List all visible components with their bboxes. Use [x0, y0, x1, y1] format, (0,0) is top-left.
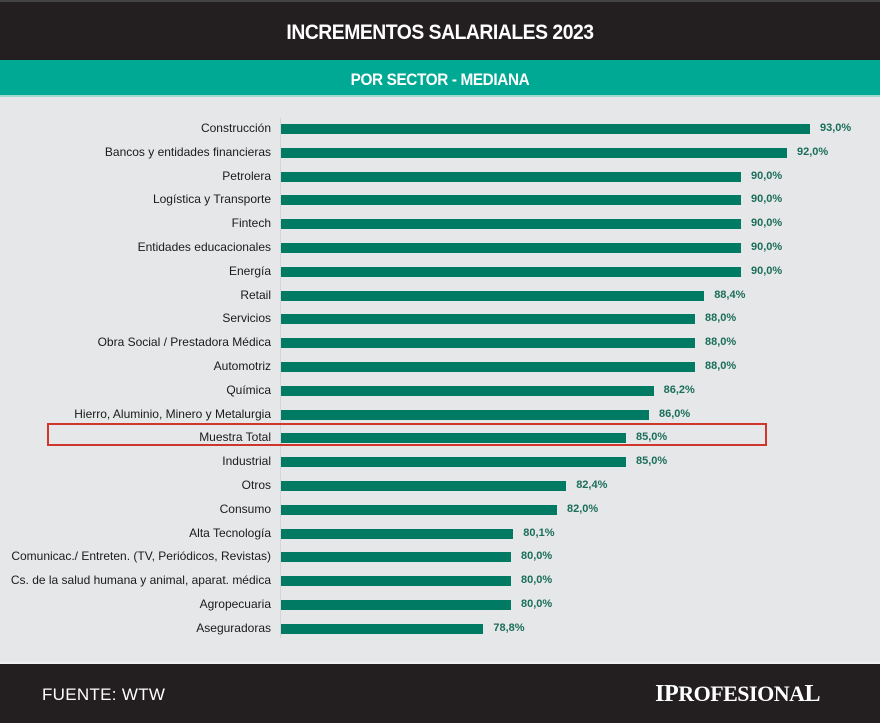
bar [281, 362, 695, 372]
bar-row: Energía 90,0% [0, 260, 880, 284]
bar-row: Química 86,2% [0, 379, 880, 403]
bar [281, 457, 626, 468]
value-label: 82,4% [576, 479, 608, 491]
value-label: 93,0% [820, 122, 852, 134]
bar [281, 195, 741, 206]
category-label: Automotriz [213, 359, 271, 373]
bar-row: Petrolera 90,0% [0, 165, 880, 189]
bar [281, 504, 557, 515]
bar [281, 481, 567, 491]
category-label: Muestra Total [199, 430, 271, 445]
category-label: Comunicac./ Entreten. (TV, Periódicos, R… [11, 549, 271, 564]
value-label: 82,0% [567, 502, 599, 515]
chart-footer: FUENTE: WTW IPROFESIONAL [0, 662, 880, 723]
bar-row: Servicios 88,0% [0, 307, 880, 331]
category-label: Industrial [222, 454, 271, 469]
category-label: Hierro, Aluminio, Minero y Metalurgia [74, 406, 271, 421]
category-label: Otros [241, 478, 271, 492]
bar-row: Agropecuaria 80,0% [0, 593, 880, 617]
bar [281, 552, 511, 563]
category-label: Química [226, 382, 271, 397]
bar [281, 576, 511, 587]
value-label: 80,0% [521, 550, 553, 563]
bar [281, 385, 654, 396]
value-label: 85,0% [636, 431, 668, 444]
bar [281, 266, 741, 277]
value-label: 90,0% [751, 264, 783, 277]
source-label: FUENTE: WTW [42, 685, 166, 704]
value-label: 86,0% [659, 407, 691, 420]
bar [281, 219, 741, 230]
bar-row: Industrial 85,0% [0, 450, 880, 474]
category-label: Bancos y entidades financieras [104, 144, 271, 159]
category-label: Fintech [231, 216, 271, 231]
bar-row: Logística y Transporte 90,0% [0, 188, 880, 212]
bar-row: Entidades educacionales 90,0% [0, 236, 880, 260]
bar-row: Cs. de la salud humana y animal, aparat.… [0, 569, 880, 593]
category-label: Logística y Transporte [152, 192, 271, 207]
bar-row: Obra Social / Prestadora Médica 88,0% [0, 331, 880, 355]
category-label: Petrolera [222, 168, 271, 183]
value-label: 90,0% [751, 169, 783, 182]
value-label: 80,1% [523, 526, 555, 539]
category-label: Servicios [222, 311, 271, 326]
value-label: 88,4% [714, 288, 746, 301]
value-label: 80,0% [521, 598, 553, 610]
bar-chart: Construcción 93,0% Bancos y entidades fina… [0, 97, 880, 662]
value-label: 85,0% [636, 455, 668, 468]
bar-row: Bancos y entidades financieras 92,0% [0, 141, 880, 165]
bar-row: Hierro, Aluminio, Minero y Metalurgia 86,… [0, 403, 880, 427]
bar [281, 338, 695, 349]
category-label: Entidades educacionales [137, 240, 271, 254]
bar [281, 243, 741, 253]
category-label: Cs. de la salud humana y animal, aparat.… [10, 573, 271, 588]
chart-title: INCREMENTOS SALARIALES 2023 [286, 21, 594, 44]
value-label: 92,0% [797, 145, 829, 158]
chart-subheader: POR SECTOR - MEDIANA [0, 60, 880, 97]
value-label: 88,0% [705, 336, 737, 349]
category-label: Agropecuaria [199, 597, 271, 611]
bar-row: Construcción 93,0% [0, 117, 880, 141]
bar-row: Otros 82,4% [0, 474, 880, 498]
bar-row: Alta Tecnología 80,1% [0, 522, 880, 546]
bar-row: Automotriz 88,0% [0, 355, 880, 379]
category-label: Retail [240, 287, 271, 302]
bar [281, 314, 695, 325]
value-label: 90,0% [751, 217, 783, 230]
bar [281, 528, 514, 539]
bar [281, 600, 511, 610]
bar [281, 171, 741, 182]
brand-logo: IPROFESIONAL [655, 681, 820, 707]
value-label: 90,0% [751, 241, 783, 253]
y-axis-line [280, 118, 281, 638]
bar-row: Comunicac./ Entreten. (TV, Periódicos, R… [0, 545, 880, 569]
value-label: 80,0% [521, 574, 553, 587]
bar-row: Muestra Total 85,0% [0, 426, 880, 450]
chart-header: INCREMENTOS SALARIALES 2023 [0, 0, 880, 60]
category-label: Construcción [200, 121, 271, 135]
value-label: 90,0% [751, 193, 783, 206]
category-label: Consumo [219, 501, 271, 516]
value-label: 88,0% [705, 360, 737, 372]
chart-subtitle: POR SECTOR - MEDIANA [350, 70, 530, 89]
bar [281, 124, 810, 134]
bar [281, 409, 649, 420]
bar-row: Fintech 90,0% [0, 212, 880, 236]
muestra-total-highlight-box [47, 423, 767, 446]
category-label: Energía [228, 263, 271, 278]
bar-row: Aseguradoras 78,8% [0, 617, 880, 641]
category-label: Obra Social / Prestadora Médica [97, 335, 271, 350]
value-label: 86,2% [663, 383, 695, 396]
bar-row: Consumo 82,0% [0, 498, 880, 522]
bar-row: Retail 88,4% [0, 284, 880, 308]
bar [281, 290, 705, 301]
bar [281, 623, 484, 634]
bar [281, 433, 626, 444]
category-label: Aseguradoras [196, 620, 271, 635]
value-label: 88,0% [705, 312, 737, 325]
value-label: 78,8% [493, 621, 525, 634]
category-label: Alta Tecnología [189, 525, 271, 540]
bar [281, 147, 787, 158]
